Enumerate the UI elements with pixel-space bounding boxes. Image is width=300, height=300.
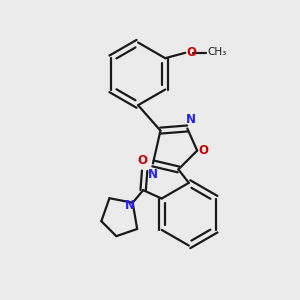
Text: O: O <box>198 143 208 157</box>
Text: N: N <box>147 168 158 181</box>
Text: CH₃: CH₃ <box>207 47 226 57</box>
Text: N: N <box>186 112 196 125</box>
Text: O: O <box>187 46 197 59</box>
Text: N: N <box>125 199 135 212</box>
Text: O: O <box>137 154 147 167</box>
